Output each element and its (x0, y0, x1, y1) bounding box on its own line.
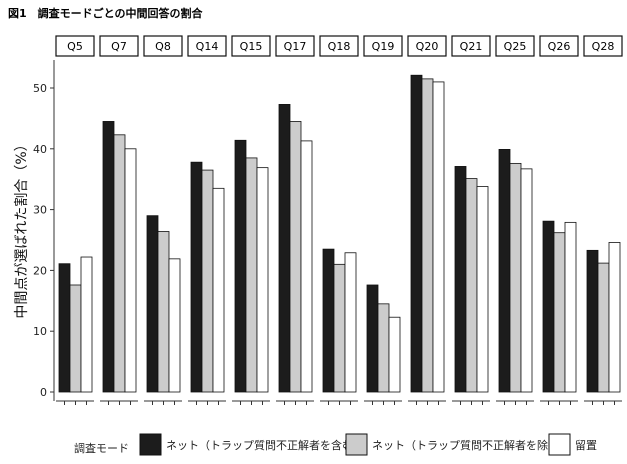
legend-swatch (345, 433, 368, 456)
bar (421, 78, 434, 393)
bar (58, 263, 71, 393)
legend-swatch (548, 433, 571, 456)
facet-panel: Q28 (583, 35, 623, 405)
legend-label: ネット（トラップ質問不正解者を除く） (372, 438, 570, 452)
legend: 調査モード ネット（トラップ質問不正解者を含む） ネット（トラップ質問不正解者を除… (74, 433, 597, 456)
bar (245, 157, 258, 393)
bar (146, 215, 159, 393)
facet-panel: Q15 (231, 35, 271, 405)
chart-title: 図1 調査モードごとの中間回答の割合 (8, 6, 204, 20)
y-tick-label: 50 (33, 82, 47, 95)
bar (553, 232, 566, 393)
bar (509, 162, 522, 393)
bar (234, 139, 247, 393)
bar (113, 134, 126, 393)
bar (168, 258, 181, 393)
bar (322, 248, 335, 393)
bar (333, 263, 346, 393)
facet-label: Q17 (284, 40, 307, 53)
bar (124, 148, 137, 393)
facet-strip (539, 35, 579, 57)
facet-label: Q8 (155, 40, 171, 53)
bar (289, 121, 302, 393)
facet-panel: Q5 (55, 35, 95, 405)
facet-label: Q28 (592, 40, 615, 53)
legend-label: ネット（トラップ質問不正解者を含む） (166, 438, 364, 452)
bar (256, 167, 269, 393)
facet-label: Q21 (460, 40, 483, 53)
bar (212, 187, 225, 393)
facet-strip (363, 35, 403, 57)
bar (520, 168, 533, 393)
y-axis: 0 10 20 30 40 50 (33, 60, 55, 401)
facet-strip (583, 35, 623, 57)
bar (586, 249, 599, 393)
facet-panel: Q17 (275, 35, 315, 405)
facet-label: Q25 (504, 40, 527, 53)
facet-strip (495, 35, 535, 57)
y-tick-label: 40 (33, 143, 47, 156)
y-axis-label: 中間点が選ばれた割合（%） (13, 137, 30, 318)
bar (157, 231, 170, 393)
legend-label: 留置 (575, 439, 597, 452)
bar (564, 221, 577, 393)
facet-label: Q14 (196, 40, 219, 53)
bar (80, 256, 93, 393)
facet-strip (275, 35, 315, 57)
bar (597, 262, 610, 393)
legend-title: 調査モード (74, 441, 129, 455)
bar (300, 140, 313, 393)
facet-strip (99, 35, 139, 57)
facet-label: Q20 (416, 40, 439, 53)
facet-label: Q19 (372, 40, 395, 53)
bar (388, 316, 401, 393)
bar (454, 166, 467, 393)
bar (201, 169, 214, 393)
facet-strip (319, 35, 359, 57)
facet-strip (451, 35, 491, 57)
bar (476, 186, 489, 393)
legend-swatch (139, 433, 162, 456)
facet-label: Q18 (328, 40, 351, 53)
bar (608, 242, 621, 393)
facet-panel: Q8 (143, 35, 183, 405)
y-tick-label: 0 (40, 386, 47, 399)
bar (542, 220, 555, 393)
bar (190, 161, 203, 393)
facet-strip (55, 35, 95, 57)
facet-panel: Q20 (407, 35, 447, 405)
facet-panel: Q14 (187, 35, 227, 405)
facet-panel: Q26 (539, 35, 579, 405)
bar (377, 303, 390, 393)
facet-panel: Q25 (495, 35, 535, 405)
facet-panel: Q7 (99, 35, 139, 405)
facet-label: Q5 (67, 40, 83, 53)
facet-strip (187, 35, 227, 57)
facet-strip (231, 35, 271, 57)
bar (69, 284, 82, 393)
bar (366, 284, 379, 393)
bar (278, 104, 291, 393)
facet-label: Q7 (111, 40, 127, 53)
facet-label: Q26 (548, 40, 571, 53)
bar (465, 178, 478, 393)
bar (410, 74, 423, 393)
facet-strip (407, 35, 447, 57)
y-tick-label: 30 (33, 204, 47, 217)
facet-strip (143, 35, 183, 57)
facet-label: Q15 (240, 40, 263, 53)
facet-panel: Q19 (363, 35, 403, 405)
y-tick-label: 20 (33, 264, 47, 277)
y-tick-label: 10 (33, 325, 47, 338)
bar (102, 121, 115, 393)
facet-panel: Q21 (451, 35, 491, 405)
bar (498, 149, 511, 393)
facet-panels: Q5 Q7 Q8 Q14 Q15 Q17 Q18 Q19 Q20 Q21 Q25 Q26 Q28 (55, 35, 623, 405)
bar (344, 252, 357, 393)
bar (432, 81, 445, 393)
facet-panel: Q18 (319, 35, 359, 405)
